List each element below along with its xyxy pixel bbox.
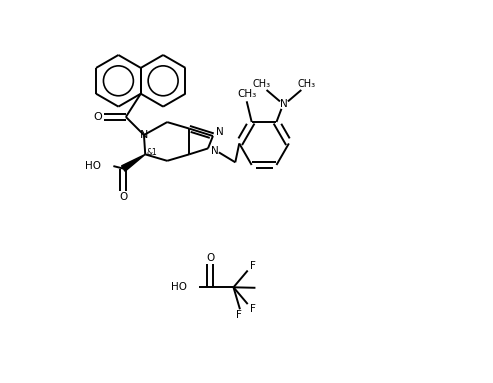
Text: N: N <box>211 146 219 156</box>
Text: HO: HO <box>171 282 187 292</box>
Text: CH₃: CH₃ <box>252 79 271 89</box>
Text: &1: &1 <box>146 148 157 157</box>
Text: F: F <box>236 310 242 320</box>
Text: O: O <box>119 192 127 202</box>
Text: CH₃: CH₃ <box>237 89 256 99</box>
Text: O: O <box>206 253 214 263</box>
Polygon shape <box>122 154 145 171</box>
Text: O: O <box>93 112 102 122</box>
Text: CH₃: CH₃ <box>297 79 316 89</box>
Text: N: N <box>280 99 288 109</box>
Text: N: N <box>216 127 224 137</box>
Text: F: F <box>250 260 255 270</box>
Text: HO: HO <box>85 161 102 171</box>
Text: F: F <box>250 304 255 314</box>
Text: N: N <box>140 130 148 140</box>
